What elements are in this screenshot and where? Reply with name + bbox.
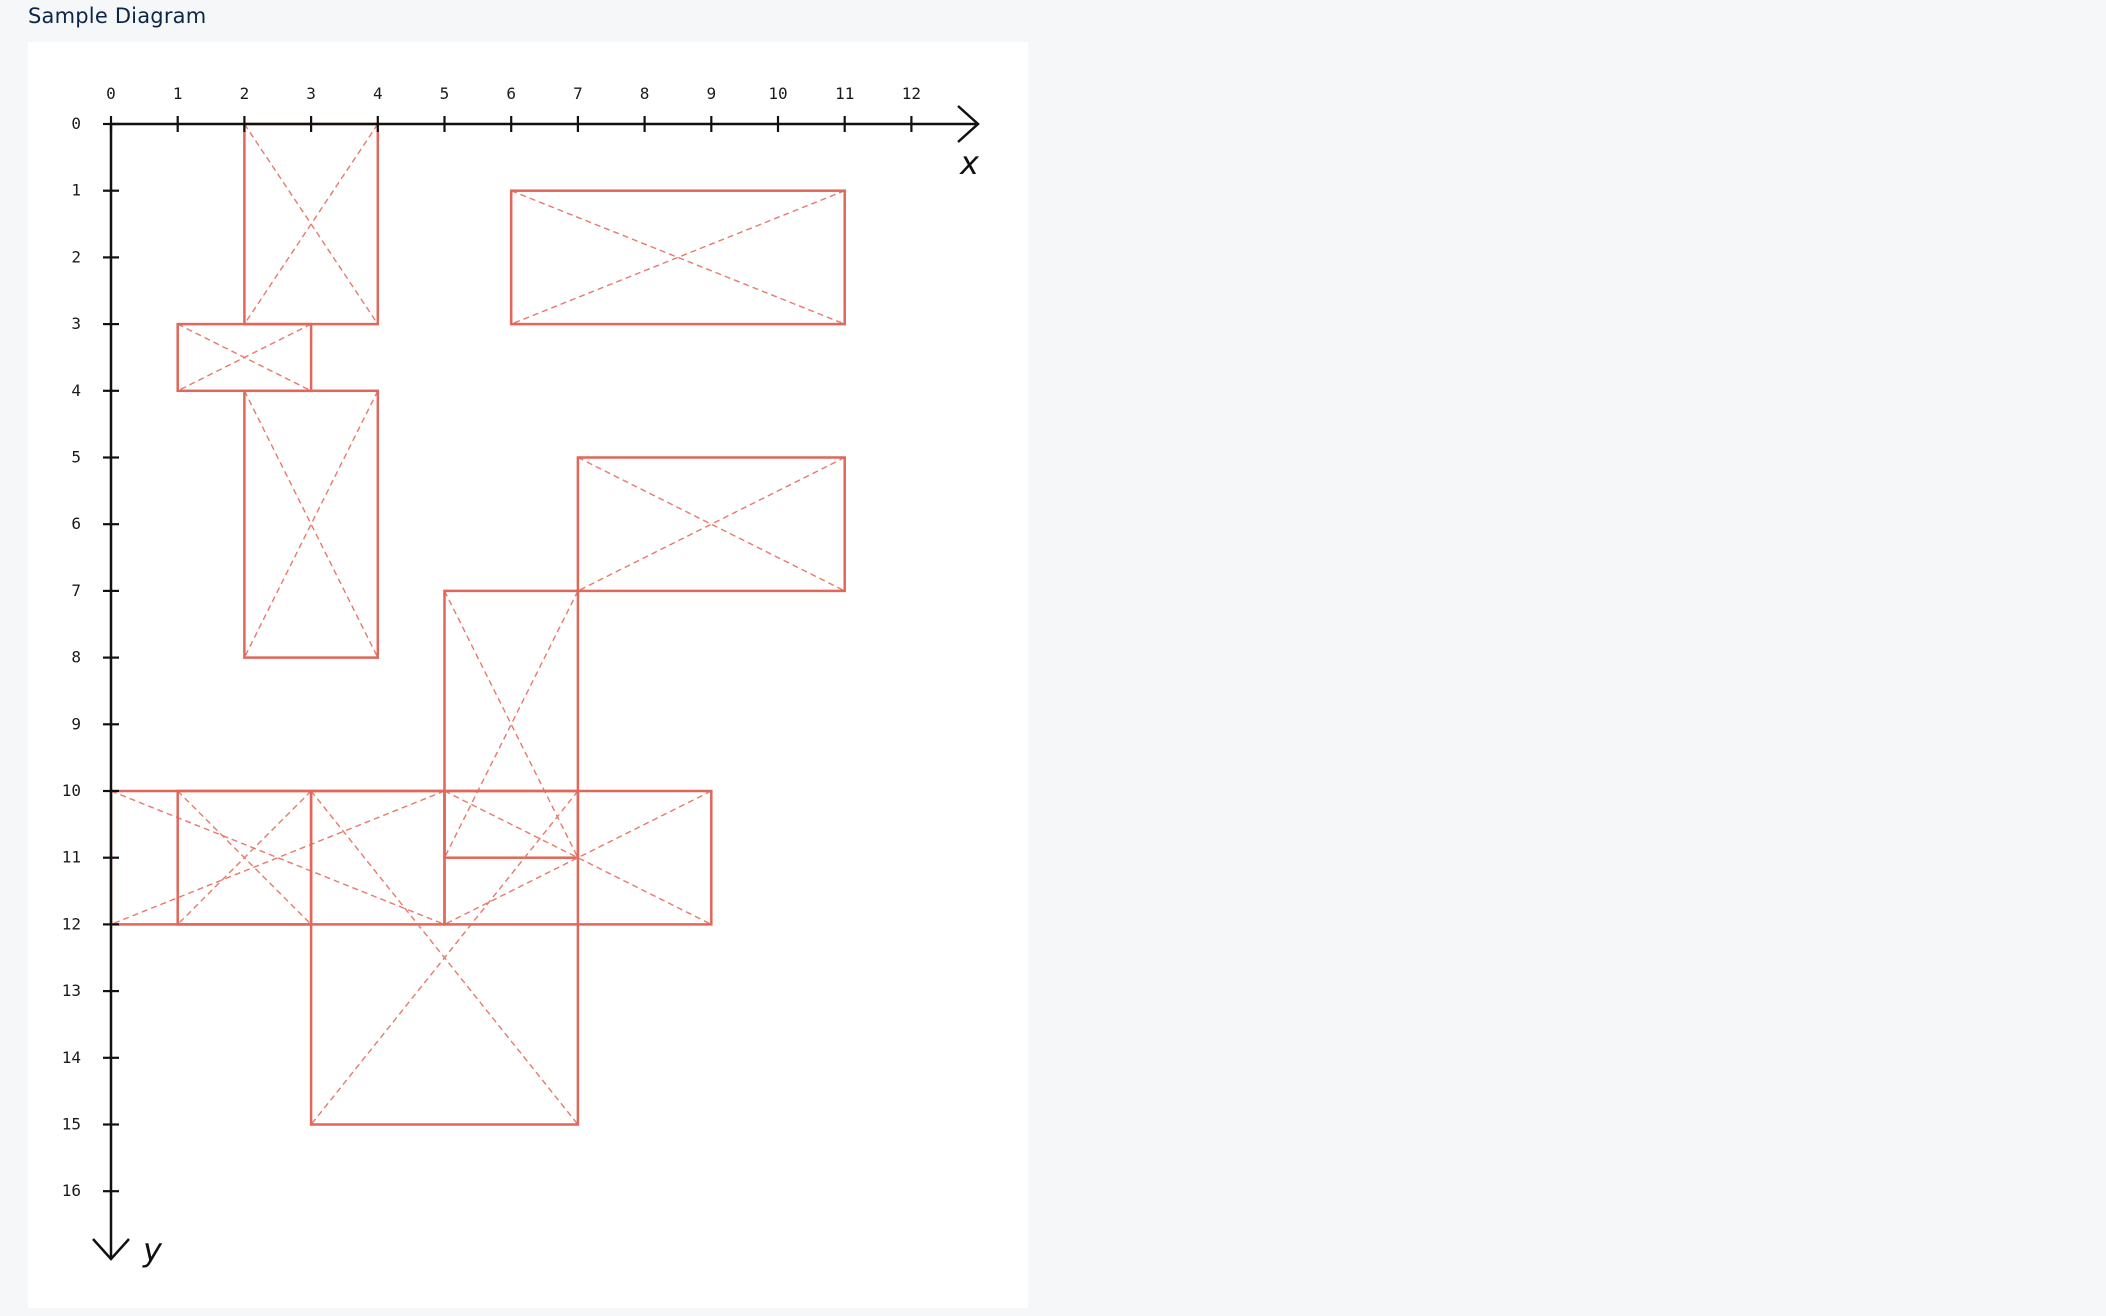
x-tick-label: 2 xyxy=(240,84,250,103)
y-tick-label: 10 xyxy=(62,781,81,800)
axes-layer: x y xyxy=(92,105,980,1269)
x-tick-label: 11 xyxy=(835,84,854,103)
x-tick-label: 6 xyxy=(506,84,516,103)
x-tick-label: 7 xyxy=(573,84,583,103)
rect-outline xyxy=(509,189,846,326)
x-tick-label: 4 xyxy=(373,84,383,103)
y-axis-arrowhead xyxy=(92,1238,130,1261)
y-tick-label: 11 xyxy=(62,848,81,867)
y-tick-label: 1 xyxy=(71,181,81,200)
rect-diagonal xyxy=(243,123,379,325)
y-tick-label: 5 xyxy=(71,448,81,467)
rectangles-layer xyxy=(109,122,846,1126)
y-tick-label: 3 xyxy=(71,314,81,333)
y-tick-label: 9 xyxy=(71,714,81,733)
y-tick-label: 7 xyxy=(71,581,81,600)
rect-diagonal xyxy=(177,323,312,392)
y-tick-label: 14 xyxy=(62,1048,81,1067)
x-tick-label: 12 xyxy=(902,84,921,103)
placeholder-rect xyxy=(243,389,380,659)
x-tick-label: 0 xyxy=(106,84,116,103)
diagram-canvas: x y 0 1 2 3 4 5 6 7 8 9 10 11 1201234567891011121314… xyxy=(62,84,980,1269)
placeholder-rect xyxy=(443,789,713,926)
rect-outline xyxy=(443,589,580,859)
y-tick-label: 12 xyxy=(62,914,81,933)
x-tick-label: 10 xyxy=(768,84,787,103)
y-axis-label: y xyxy=(142,1231,163,1269)
rect-outline xyxy=(243,389,380,659)
y-tick-label: 2 xyxy=(71,247,81,266)
x-tick-label: 8 xyxy=(640,84,650,103)
y-tick-label: 8 xyxy=(71,648,81,667)
rect-diagonal xyxy=(310,790,579,1125)
placeholder-rect xyxy=(509,189,846,326)
diagram-panel: x y 0 1 2 3 4 5 6 7 8 9 10 11 12 0 1 2 3 4 5 6 7 8 9 10 11 12 13 14… xyxy=(28,42,1028,1308)
placeholder-rect xyxy=(176,789,313,926)
y-tick-label: 16 xyxy=(62,1181,81,1200)
y-tick-label: 4 xyxy=(71,381,81,400)
y-tick-label: 0 xyxy=(71,114,81,133)
x-tick-label: 3 xyxy=(306,84,316,103)
placeholder-rect xyxy=(243,122,380,326)
rect-diagonal xyxy=(177,790,312,925)
placeholder-rect xyxy=(443,589,580,859)
x-axis-arrowhead xyxy=(957,105,980,143)
y-tick-label: 15 xyxy=(62,1115,81,1134)
rect-outline xyxy=(576,456,846,593)
y-tick-label: 6 xyxy=(71,514,81,533)
x-axis-label: x xyxy=(959,144,980,182)
placeholder-rect xyxy=(576,456,846,593)
x-tick-label: 9 xyxy=(706,84,716,103)
page-title: Sample Diagram xyxy=(28,4,207,28)
placeholder-rect xyxy=(176,322,313,393)
rect-outline xyxy=(443,789,713,926)
y-tick-label: 13 xyxy=(62,981,81,1000)
x-tick-label: 5 xyxy=(440,84,450,103)
placeholder-rect xyxy=(109,789,446,926)
x-tick-label: 1 xyxy=(173,84,183,103)
